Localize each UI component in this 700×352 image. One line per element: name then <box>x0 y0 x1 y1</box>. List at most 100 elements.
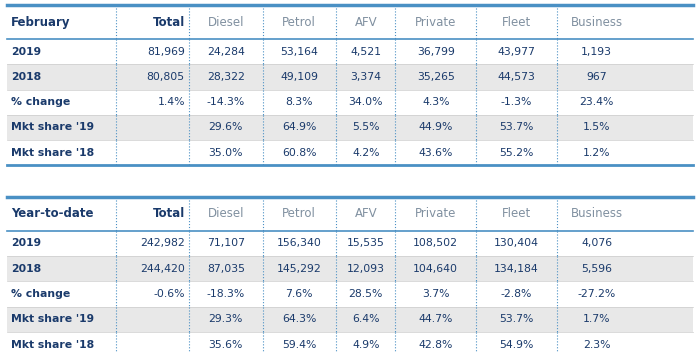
Text: Mkt share '18: Mkt share '18 <box>11 340 95 350</box>
Text: 6.4%: 6.4% <box>352 314 379 324</box>
Text: 34.0%: 34.0% <box>349 97 383 107</box>
Text: 87,035: 87,035 <box>206 264 245 274</box>
Text: 130,404: 130,404 <box>494 238 539 249</box>
Text: 28,322: 28,322 <box>206 72 245 82</box>
Bar <box>7 39 693 64</box>
Text: 4.3%: 4.3% <box>422 97 449 107</box>
Bar <box>7 89 693 115</box>
Text: 35.0%: 35.0% <box>209 148 243 158</box>
Bar <box>7 197 693 231</box>
Text: 1.7%: 1.7% <box>583 314 610 324</box>
Text: 242,982: 242,982 <box>140 238 185 249</box>
Text: Total: Total <box>153 15 185 29</box>
Text: 23.4%: 23.4% <box>580 97 614 107</box>
Text: 55.2%: 55.2% <box>499 148 533 158</box>
Bar <box>7 256 693 281</box>
Text: 1,193: 1,193 <box>581 46 612 57</box>
Text: 1.2%: 1.2% <box>583 148 610 158</box>
Text: Mkt share '19: Mkt share '19 <box>11 122 95 132</box>
Text: 81,969: 81,969 <box>147 46 185 57</box>
Text: Diesel: Diesel <box>207 15 244 29</box>
Text: 134,184: 134,184 <box>494 264 538 274</box>
Text: Fleet: Fleet <box>502 15 531 29</box>
Text: -14.3%: -14.3% <box>206 97 245 107</box>
Text: Petrol: Petrol <box>282 15 316 29</box>
Text: 71,107: 71,107 <box>206 238 245 249</box>
Text: 5,596: 5,596 <box>581 264 612 274</box>
Text: 44.9%: 44.9% <box>419 122 453 132</box>
Text: -1.3%: -1.3% <box>500 97 532 107</box>
Text: 53.7%: 53.7% <box>499 314 533 324</box>
Bar <box>7 281 693 307</box>
Text: 24,284: 24,284 <box>206 46 245 57</box>
Text: 156,340: 156,340 <box>276 238 322 249</box>
Text: 49,109: 49,109 <box>280 72 318 82</box>
Text: -18.3%: -18.3% <box>206 289 245 299</box>
Text: 1.5%: 1.5% <box>583 122 610 132</box>
Text: Business: Business <box>570 15 623 29</box>
Text: 8.3%: 8.3% <box>286 97 313 107</box>
Text: 29.6%: 29.6% <box>209 122 243 132</box>
Text: Mkt share '19: Mkt share '19 <box>11 314 95 324</box>
Text: 80,805: 80,805 <box>147 72 185 82</box>
Text: 2018: 2018 <box>11 264 41 274</box>
Text: -0.6%: -0.6% <box>153 289 185 299</box>
Bar <box>7 307 693 332</box>
Text: 28.5%: 28.5% <box>349 289 383 299</box>
Text: 29.3%: 29.3% <box>209 314 243 324</box>
Bar <box>7 115 693 140</box>
Text: 3.7%: 3.7% <box>422 289 449 299</box>
Bar <box>7 231 693 256</box>
Text: 1.4%: 1.4% <box>158 97 185 107</box>
Text: Business: Business <box>570 207 623 220</box>
Text: 108,502: 108,502 <box>413 238 459 249</box>
Text: 64.3%: 64.3% <box>282 314 316 324</box>
Text: Total: Total <box>153 207 185 220</box>
Text: 43.6%: 43.6% <box>419 148 453 158</box>
Text: 967: 967 <box>587 72 607 82</box>
Text: 35,265: 35,265 <box>416 72 455 82</box>
Text: 2019: 2019 <box>11 238 41 249</box>
Text: 42.8%: 42.8% <box>419 340 453 350</box>
Text: 2.3%: 2.3% <box>583 340 610 350</box>
Text: 44,573: 44,573 <box>497 72 536 82</box>
Text: 35.6%: 35.6% <box>209 340 243 350</box>
Text: -27.2%: -27.2% <box>578 289 616 299</box>
Text: 2019: 2019 <box>11 46 41 57</box>
Text: 4,521: 4,521 <box>350 46 382 57</box>
Text: Petrol: Petrol <box>282 207 316 220</box>
Text: 64.9%: 64.9% <box>282 122 316 132</box>
Text: 5.5%: 5.5% <box>352 122 379 132</box>
Bar <box>7 140 693 165</box>
Text: % change: % change <box>11 289 71 299</box>
Text: AFV: AFV <box>354 15 377 29</box>
Text: 54.9%: 54.9% <box>499 340 533 350</box>
Text: 145,292: 145,292 <box>277 264 321 274</box>
Text: 53.7%: 53.7% <box>499 122 533 132</box>
Text: Mkt share '18: Mkt share '18 <box>11 148 95 158</box>
Text: 59.4%: 59.4% <box>282 340 316 350</box>
Text: 15,535: 15,535 <box>346 238 385 249</box>
Text: 4.2%: 4.2% <box>352 148 379 158</box>
Text: February: February <box>11 15 71 29</box>
Text: 7.6%: 7.6% <box>286 289 313 299</box>
Text: % change: % change <box>11 97 71 107</box>
Text: Private: Private <box>415 15 456 29</box>
Bar <box>7 64 693 89</box>
Text: Fleet: Fleet <box>502 207 531 220</box>
Text: 104,640: 104,640 <box>413 264 459 274</box>
Text: -2.8%: -2.8% <box>500 289 532 299</box>
Text: 244,420: 244,420 <box>140 264 185 274</box>
Text: 2018: 2018 <box>11 72 41 82</box>
Text: 44.7%: 44.7% <box>419 314 453 324</box>
Text: 36,799: 36,799 <box>416 46 455 57</box>
Text: 3,374: 3,374 <box>350 72 382 82</box>
Text: Diesel: Diesel <box>207 207 244 220</box>
Text: 60.8%: 60.8% <box>282 148 316 158</box>
Text: 53,164: 53,164 <box>280 46 318 57</box>
Text: Year-to-date: Year-to-date <box>11 207 94 220</box>
Text: 4.9%: 4.9% <box>352 340 379 350</box>
Text: 12,093: 12,093 <box>346 264 385 274</box>
Bar <box>7 332 693 352</box>
Text: 4,076: 4,076 <box>581 238 612 249</box>
